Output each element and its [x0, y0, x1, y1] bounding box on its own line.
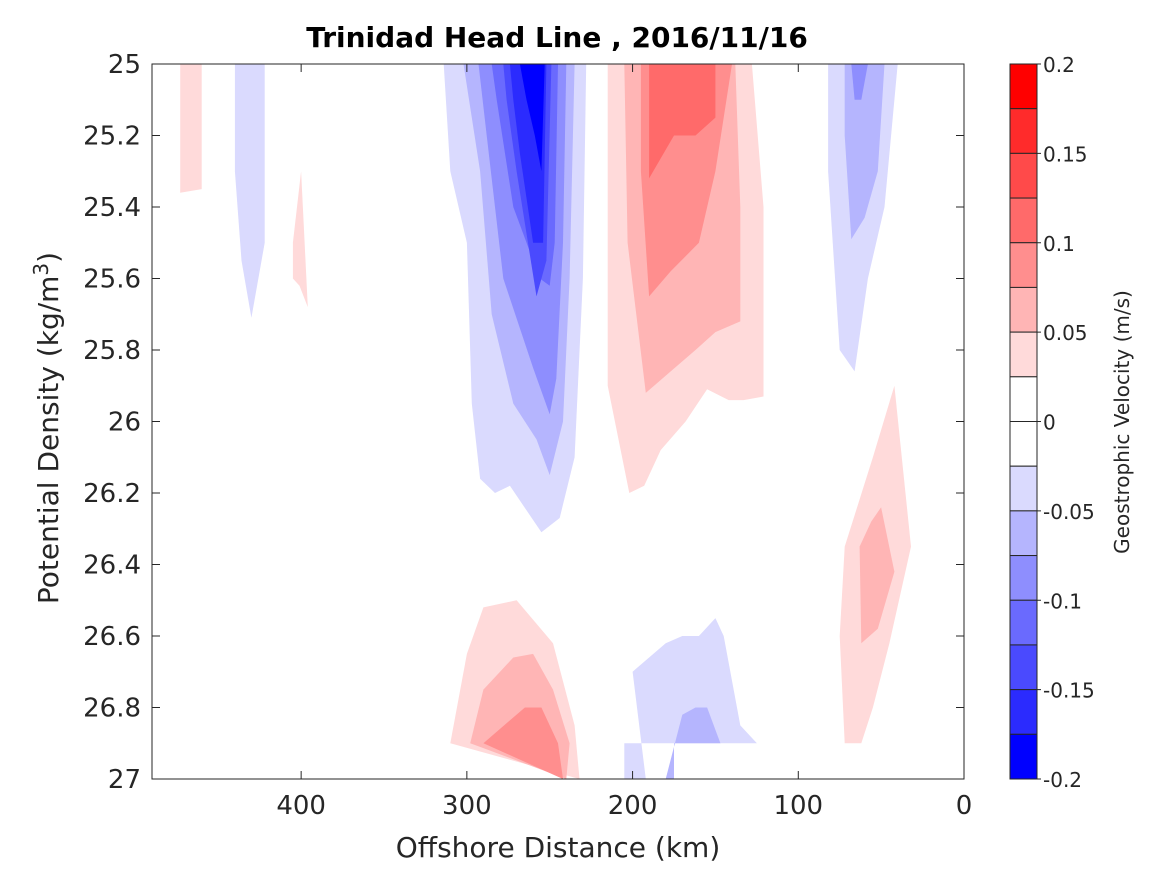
colorbar-level: [1009, 421, 1038, 467]
y-tick-label: 26: [108, 408, 141, 438]
colorbar-level: [1009, 599, 1038, 646]
contour-pos-400: [292, 171, 308, 308]
colorbar-tick-label: 0.05: [1043, 321, 1088, 345]
colorbar-level: [1009, 644, 1038, 691]
x-axis-label: Offshore Distance (km): [396, 831, 721, 864]
contour-pos-bottom-3: [483, 707, 563, 779]
y-tick-labels: 25 25.2 25.4 25.6 25.8 26 26.2 26.4 26.6 26.8 27: [83, 50, 141, 795]
colorbar-level: [1009, 152, 1038, 199]
y-axis-label-end: ): [32, 252, 65, 263]
y-axis-label-main: Potential Density (kg/m: [32, 276, 65, 605]
x-tick-label: 300: [442, 791, 492, 821]
colorbar-level: [1009, 689, 1038, 735]
colorbar-tick-label: 0.2: [1043, 53, 1075, 77]
x-tick-label: 100: [773, 791, 823, 821]
contour-neg-west: [234, 64, 265, 318]
colorbar-level: [1009, 242, 1038, 288]
contour-neg-core-7: [519, 64, 545, 172]
y-tick-label: 26.6: [83, 622, 141, 652]
y-tick-label: 27: [108, 765, 141, 795]
y-tick-label: 25: [108, 50, 141, 80]
colorbar-level: [1009, 286, 1038, 333]
colorbar-tick-labels: 0.2 0.15 0.1 0.05 0 -0.05 -0.1 -0.15 -0.2: [1043, 53, 1095, 792]
colorbar-level: [1009, 376, 1038, 422]
colorbar: [1009, 63, 1041, 780]
y-tick-label: 26.2: [83, 479, 141, 509]
contour-pos-far-west: [180, 64, 202, 193]
colorbar-level: [1009, 510, 1038, 557]
colorbar-level: [1009, 331, 1038, 378]
colorbar-tick-label: 0.1: [1043, 232, 1075, 256]
y-tick-label: 25.8: [83, 336, 141, 366]
colorbar-level: [1009, 197, 1038, 244]
colorbar-level: [1009, 465, 1038, 512]
x-tick-label: 200: [608, 791, 658, 821]
colorbar-tick-label: -0.05: [1043, 500, 1095, 524]
colorbar-level: [1009, 108, 1038, 154]
contour-neg-east-3: [851, 64, 868, 100]
y-tick-label: 26.4: [83, 551, 141, 581]
y-tick-label: 25.2: [83, 122, 141, 152]
chart-title: Trinidad Head Line , 2016/11/16: [306, 21, 808, 54]
x-tick-label: 400: [276, 791, 326, 821]
x-tick-label: 0: [956, 791, 973, 821]
contour-neg-east-2: [844, 64, 885, 240]
y-tick-label: 25.6: [83, 265, 141, 295]
colorbar-level: [1009, 733, 1038, 780]
contour-pos-core-4: [649, 64, 716, 179]
colorbar-tick-label: -0.15: [1043, 679, 1095, 703]
colorbar-level: [1009, 63, 1038, 110]
colorbar-tick-label: 0.15: [1043, 142, 1088, 166]
colorbar-tick-label: 0: [1043, 411, 1056, 435]
contour-neg-bottom-2: [665, 707, 721, 779]
contour-pos-east-2: [859, 507, 895, 644]
contour-regions: [180, 64, 911, 779]
colorbar-tick-label: -0.1: [1043, 589, 1082, 613]
plot-area: [151, 63, 965, 780]
colorbar-level: [1009, 555, 1038, 601]
y-tick-label: 26.8: [83, 694, 141, 724]
colorbar-tick-label: -0.2: [1043, 768, 1082, 792]
y-axis-label: Potential Density (kg/m3): [29, 252, 65, 604]
contour-neg-bottom-1: [624, 618, 757, 779]
x-tick-labels: 400 300 200 100 0: [276, 791, 972, 821]
colorbar-title: Geostrophic Velocity (m/s): [1110, 290, 1134, 554]
y-axis-label-superscript: 3: [29, 263, 53, 276]
y-tick-label: 25.4: [83, 193, 141, 223]
axis-ticks: [152, 63, 965, 780]
